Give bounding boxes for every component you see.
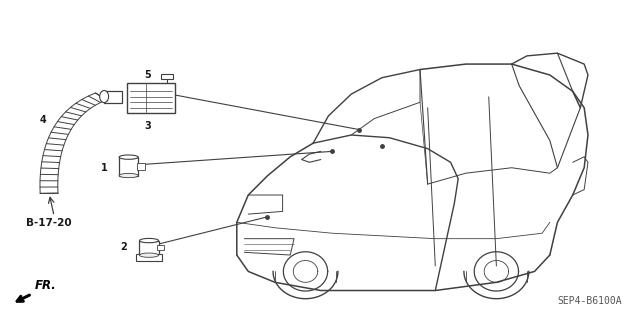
Ellipse shape bbox=[139, 253, 158, 257]
Text: 1: 1 bbox=[101, 163, 107, 173]
Ellipse shape bbox=[100, 91, 109, 103]
Text: B-17-20: B-17-20 bbox=[26, 219, 72, 228]
Bar bbox=[137, 163, 144, 170]
Text: SEP4-B6100A: SEP4-B6100A bbox=[557, 296, 622, 306]
Bar bbox=[127, 83, 174, 113]
Bar bbox=[119, 157, 138, 176]
Text: FR.: FR. bbox=[35, 279, 57, 292]
Text: 2: 2 bbox=[120, 242, 127, 252]
Bar bbox=[135, 254, 162, 261]
Text: 3: 3 bbox=[144, 121, 151, 131]
Ellipse shape bbox=[119, 173, 138, 178]
Bar bbox=[139, 241, 158, 255]
Text: 5: 5 bbox=[144, 70, 151, 80]
Ellipse shape bbox=[139, 238, 158, 243]
Bar bbox=[157, 245, 164, 251]
Bar bbox=[161, 74, 173, 79]
Text: 4: 4 bbox=[40, 115, 46, 125]
Ellipse shape bbox=[119, 155, 138, 159]
Bar bbox=[104, 91, 122, 103]
